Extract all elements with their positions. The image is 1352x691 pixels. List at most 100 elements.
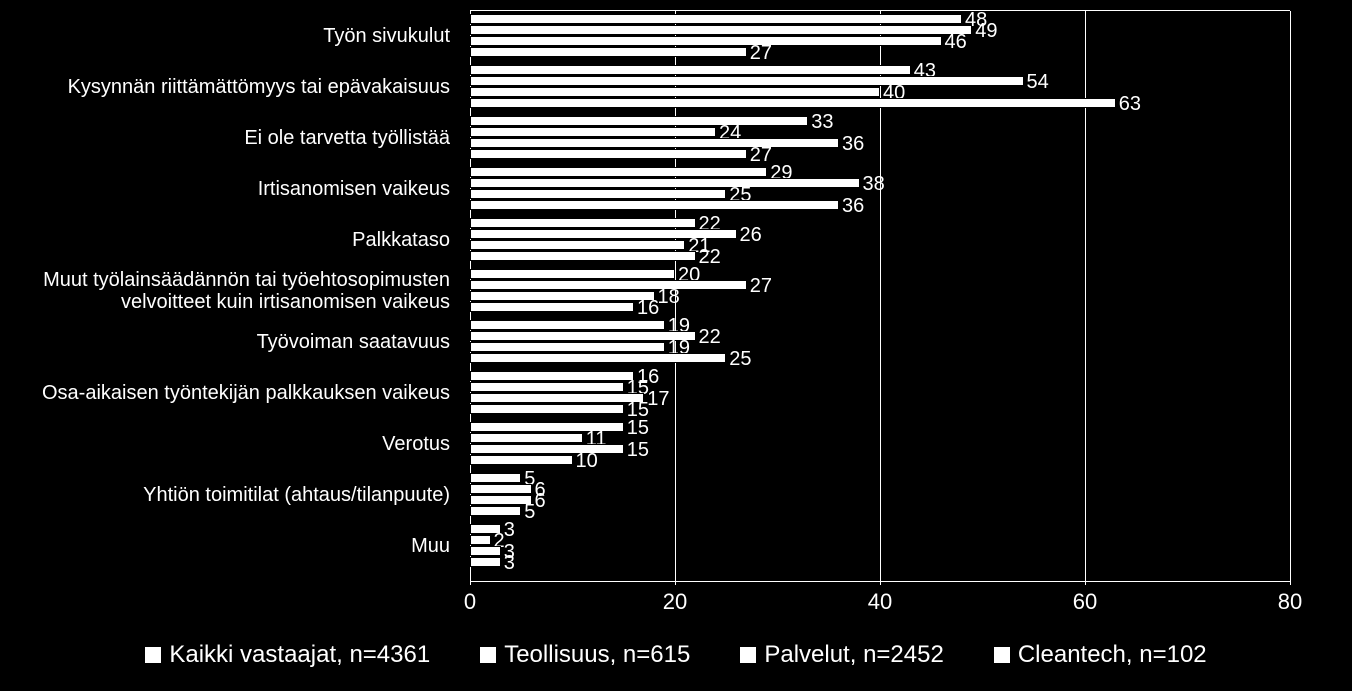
bar: 16 (470, 371, 634, 381)
legend: Kaikki vastaajat, n=4361 Teollisuus, n=61… (0, 625, 1352, 685)
bar-value-label: 22 (699, 327, 721, 347)
category-label: Osa-aikaisen työntekijän palkkauksen vai… (0, 382, 455, 404)
y-axis-labels: Työn sivukulut Kysynnän riittämättömyys t… (0, 10, 455, 580)
bar-value-label: 25 (729, 349, 751, 369)
bar: 22 (470, 218, 696, 228)
category-label: Irtisanomisen vaikeus (0, 178, 455, 200)
bar-value-label: 46 (945, 32, 967, 52)
gridline (1290, 11, 1291, 581)
legend-item: Cleantech, n=102 (994, 641, 1207, 669)
bar: 22 (470, 331, 696, 341)
bar: 5 (470, 473, 521, 483)
bar: 5 (470, 506, 521, 516)
category-label: Muu (0, 535, 455, 557)
chart-container: Työn sivukulut Kysynnän riittämättömyys t… (0, 0, 1352, 691)
bar-value-label: 63 (1119, 94, 1141, 114)
category-label: Muut työlainsäädännön tai työehtosopimus… (0, 269, 455, 313)
legend-item: Palvelut, n=2452 (740, 641, 943, 669)
legend-label: Teollisuus, n=615 (504, 641, 690, 669)
bar: 27 (470, 280, 747, 290)
bar: 10 (470, 455, 573, 465)
category-label: Palkkataso (0, 229, 455, 251)
bar-value-label: 3 (504, 553, 515, 573)
x-tick-mark (470, 578, 471, 585)
bar-value-label: 16 (637, 298, 659, 318)
category-label: Työn sivukulut (0, 25, 455, 47)
bar: 15 (470, 444, 624, 454)
bar: 38 (470, 178, 860, 188)
bar-value-label: 15 (627, 440, 649, 460)
bar: 3 (470, 557, 501, 567)
legend-label: Palvelut, n=2452 (764, 641, 943, 669)
legend-item: Teollisuus, n=615 (480, 641, 690, 669)
category-label: Verotus (0, 433, 455, 455)
bar: 25 (470, 353, 726, 363)
bar: 63 (470, 98, 1116, 108)
bar-value-label: 27 (750, 276, 772, 296)
bar-value-label: 36 (842, 134, 864, 154)
bar: 36 (470, 200, 839, 210)
bar: 20 (470, 269, 675, 279)
category-label: Yhtiön toimitilat (ahtaus/tilanpuute) (0, 484, 455, 506)
legend-swatch (740, 647, 756, 663)
bar-value-label: 26 (740, 225, 762, 245)
bar: 27 (470, 149, 747, 159)
x-tick-mark (1290, 578, 1291, 585)
bar: 22 (470, 251, 696, 261)
bar: 46 (470, 36, 942, 46)
bar-value-label: 54 (1027, 72, 1049, 92)
x-tick-mark (880, 578, 881, 585)
bar-value-label: 36 (842, 196, 864, 216)
category-label: Työvoiman saatavuus (0, 331, 455, 353)
bar-value-label: 49 (975, 21, 997, 41)
bar: 19 (470, 320, 665, 330)
bar: 6 (470, 495, 532, 505)
bar: 36 (470, 138, 839, 148)
bar: 6 (470, 484, 532, 494)
bar: 40 (470, 87, 880, 97)
bar-value-label: 27 (750, 145, 772, 165)
category-label: Kysynnän riittämättömyys tai epävakaisuu… (0, 76, 455, 98)
bar-value-label: 3 (504, 520, 515, 540)
x-tick-mark (675, 578, 676, 585)
bar: 19 (470, 342, 665, 352)
bar: 49 (470, 25, 972, 35)
bar-value-label: 15 (627, 418, 649, 438)
x-tick-label: 40 (868, 589, 892, 615)
bar: 16 (470, 302, 634, 312)
legend-label: Cleantech, n=102 (1018, 641, 1207, 669)
bar: 33 (470, 116, 808, 126)
legend-label: Kaikki vastaajat, n=4361 (169, 641, 430, 669)
bar: 54 (470, 76, 1024, 86)
bar: 15 (470, 382, 624, 392)
bar-value-label: 22 (699, 247, 721, 267)
legend-swatch (145, 647, 161, 663)
bar: 27 (470, 47, 747, 57)
bar: 11 (470, 433, 583, 443)
legend-swatch (994, 647, 1010, 663)
x-tick-mark (1085, 578, 1086, 585)
x-tick-label: 20 (663, 589, 687, 615)
bar-value-label: 18 (658, 287, 680, 307)
bar: 25 (470, 189, 726, 199)
bar: 48 (470, 14, 962, 24)
category-label: Ei ole tarvetta työllistää (0, 127, 455, 149)
bar: 2 (470, 535, 491, 545)
x-axis: 020406080 (470, 585, 1290, 620)
bar-value-label: 10 (576, 451, 598, 471)
bar: 29 (470, 167, 767, 177)
bars-layer: 4849462743544063332436272938253622262122… (470, 10, 1290, 580)
legend-item: Kaikki vastaajat, n=4361 (145, 641, 430, 669)
bar: 15 (470, 404, 624, 414)
bar: 3 (470, 546, 501, 556)
bar-value-label: 27 (750, 43, 772, 63)
x-tick-label: 80 (1278, 589, 1302, 615)
bar: 43 (470, 65, 911, 75)
bar-value-label: 17 (647, 389, 669, 409)
bar-value-label: 38 (863, 174, 885, 194)
bar: 18 (470, 291, 655, 301)
x-tick-label: 60 (1073, 589, 1097, 615)
bar: 24 (470, 127, 716, 137)
legend-swatch (480, 647, 496, 663)
bar-value-label: 5 (524, 502, 535, 522)
